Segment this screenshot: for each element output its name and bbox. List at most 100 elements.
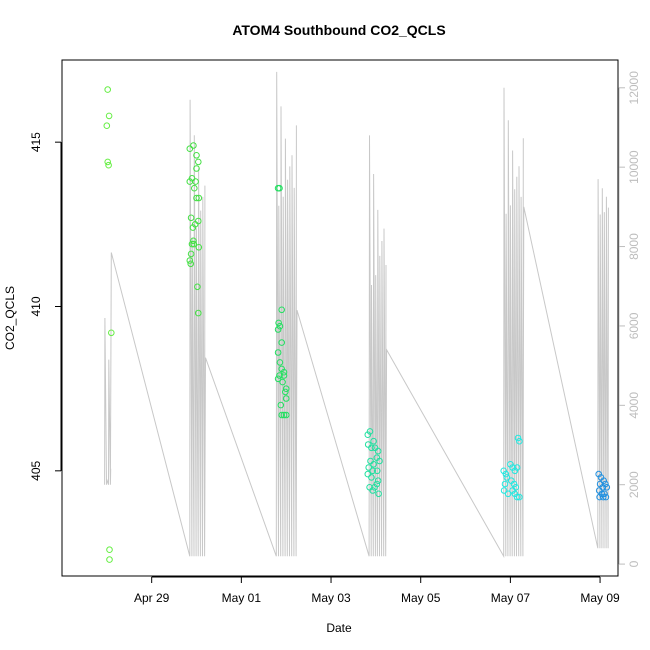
x-tick-label: Apr 29: [134, 591, 170, 605]
data-point: [364, 441, 372, 448]
data-point: [105, 112, 113, 120]
axes-layer: Apr 29 May 01 May 03 May 05 May 07 May 09 405 4…: [29, 71, 641, 605]
data-point: [374, 477, 382, 485]
data-point: [600, 477, 608, 485]
x-tick-label: May 07: [491, 591, 531, 605]
x-tick-label: May 03: [311, 591, 351, 605]
data-point: [513, 493, 521, 501]
data-point: [513, 464, 521, 471]
data-point: [282, 395, 290, 402]
data-point: [375, 490, 382, 498]
data-point: [195, 217, 202, 225]
data-point: [108, 329, 115, 337]
data-point: [106, 556, 113, 563]
data-point: [366, 428, 374, 435]
data-point: [278, 306, 286, 314]
y2-tick-label: 10000: [627, 150, 641, 184]
x-tick-label: May 09: [580, 591, 620, 605]
data-point: [195, 244, 203, 251]
data-point: [190, 237, 197, 245]
data-point: [368, 444, 375, 452]
y2-tick-label: 6000: [627, 312, 641, 339]
x-tick-label: May 05: [401, 591, 441, 605]
x-tick-label: May 01: [222, 591, 262, 605]
data-point: [279, 378, 286, 386]
data-point: [280, 368, 288, 376]
data-point: [503, 474, 511, 481]
data-point: [274, 375, 282, 383]
data-point: [364, 431, 372, 439]
data-point: [189, 224, 197, 231]
data-point: [501, 480, 509, 488]
data-point: [274, 349, 282, 356]
data-point: [280, 411, 288, 419]
data-point: [373, 467, 381, 475]
y2-tick-label: 0: [627, 560, 641, 567]
data-point: [374, 447, 382, 455]
data-point: [603, 484, 611, 491]
data-point: [278, 339, 286, 346]
data-point: [190, 240, 198, 248]
data-point: [106, 546, 113, 554]
data-point: [186, 257, 194, 264]
data-point: [104, 86, 111, 93]
data-point: [103, 122, 111, 129]
data-point: [275, 319, 282, 327]
data-point: [369, 467, 377, 475]
data-point: [188, 240, 196, 248]
data-point: [187, 214, 195, 222]
data-point: [195, 309, 202, 317]
data-point: [193, 194, 200, 202]
data-point: [373, 480, 381, 488]
chart-title: ATOM4 Southbound CO2_QCLS: [232, 22, 445, 38]
data-point: [276, 359, 284, 366]
data-point: [602, 480, 609, 488]
data-point: [364, 470, 372, 478]
x-axis-title: Date: [326, 621, 352, 635]
data-point: [282, 388, 289, 396]
data-point: [276, 184, 283, 192]
data-point: [276, 372, 283, 379]
data-point: [278, 411, 286, 419]
y-tick-label: 405: [29, 460, 43, 480]
data-point: [500, 467, 508, 475]
data-point: [195, 194, 203, 202]
data-point: [510, 480, 518, 488]
data-point: [193, 152, 200, 159]
y2-tick-label: 12000: [627, 71, 641, 105]
data-point: [370, 437, 377, 445]
data-point: [193, 165, 200, 172]
data-point: [370, 461, 377, 468]
data-point: [369, 487, 377, 494]
co2-points-layer: [103, 86, 611, 563]
data-point: [596, 493, 603, 501]
data-point: [365, 464, 373, 471]
altitude-trace-layer: [104, 71, 609, 559]
data-point: [511, 467, 519, 475]
data-point: [195, 158, 202, 166]
data-point: [280, 372, 288, 379]
data-point: [194, 283, 201, 291]
data-point: [282, 411, 290, 419]
data-point: [277, 401, 285, 409]
y2-tick-label: 2000: [627, 471, 641, 498]
y-tick-label: 410: [29, 296, 43, 316]
data-point: [516, 437, 523, 445]
data-point: [188, 175, 196, 182]
data-point: [511, 490, 519, 498]
data-point: [602, 493, 610, 501]
data-point: [105, 161, 112, 169]
data-point: [276, 322, 284, 330]
data-point: [187, 250, 195, 258]
data-point: [516, 493, 523, 501]
data-point: [500, 487, 508, 494]
y2-tick-label: 8000: [627, 233, 641, 260]
data-point: [504, 490, 512, 498]
data-point: [282, 385, 290, 393]
data-point: [104, 158, 111, 166]
data-point: [502, 470, 510, 478]
data-point: [376, 457, 383, 465]
y2-tick-label: 4000: [627, 392, 641, 419]
data-point: [187, 260, 194, 268]
